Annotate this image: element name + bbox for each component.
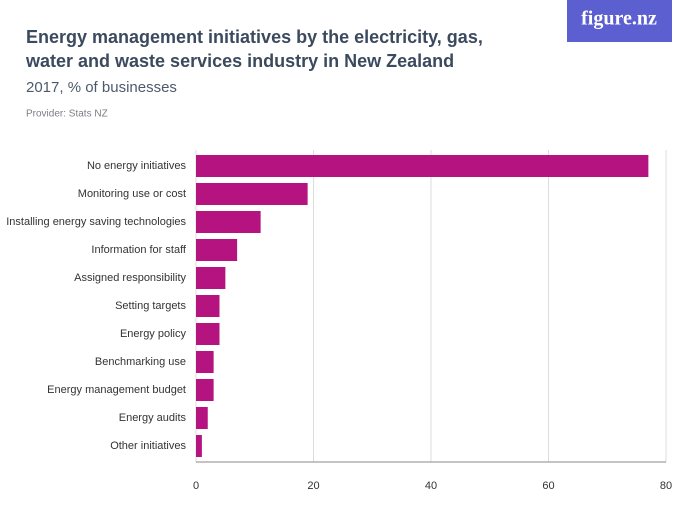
y-tick-label: Benchmarking use [95,356,186,368]
y-tick-label: Energy audits [119,412,187,424]
y-tick-label: Assigned responsibility [74,272,186,284]
x-tick-label: 40 [425,480,437,492]
bar [196,239,238,261]
bar [196,323,220,345]
logo: figure.nz [581,8,657,30]
y-tick-label: Energy policy [120,328,187,340]
bar [196,351,214,373]
provider: Provider: Stats NZ [26,109,108,120]
bar [196,379,214,401]
y-tick-label: No energy initiatives [87,160,187,172]
x-tick-label: 0 [193,480,199,492]
chart-title: Energy management initiatives by the ele… [25,27,488,71]
bar [196,295,220,317]
bar [196,435,202,457]
bar [196,407,208,429]
chart-subtitle: 2017, % of businesses [26,79,177,96]
logo-box [567,0,672,42]
x-tick-label: 20 [307,480,319,492]
y-tick-label: Other initiatives [110,440,186,452]
y-tick-label: Installing energy saving technologies [6,216,186,228]
bar [196,183,308,205]
x-tick-label: 80 [660,480,672,492]
bar [196,211,261,233]
y-tick-label: Energy management budget [47,384,186,396]
y-tick-label: Monitoring use or cost [78,188,186,200]
y-tick-label: Setting targets [115,300,186,312]
bar [196,267,226,289]
bar [196,155,649,177]
x-tick-label: 60 [542,480,554,492]
y-tick-label: Information for staff [91,244,187,256]
